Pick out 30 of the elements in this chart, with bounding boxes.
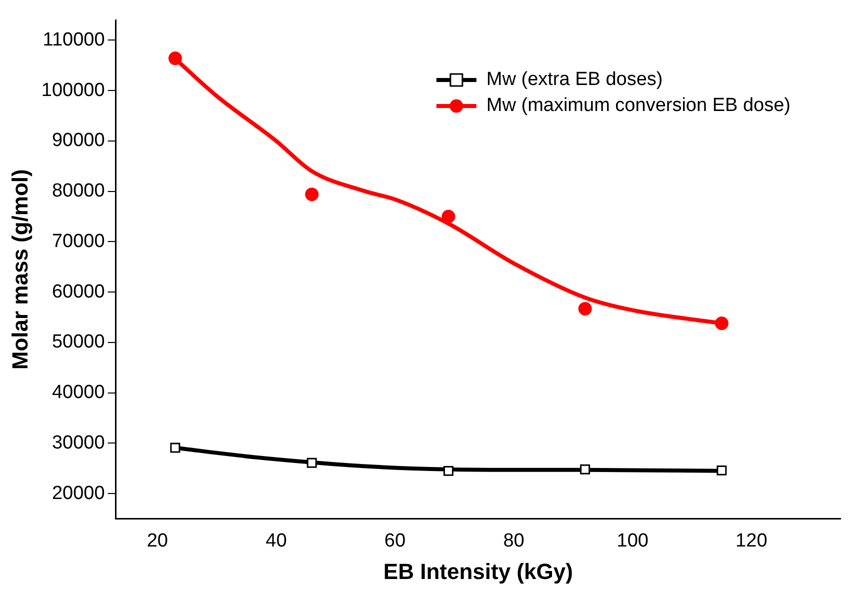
y-axis-title: Molar mass (g/mol): [7, 169, 32, 370]
point: [168, 52, 182, 66]
x-tick-label: 40: [266, 530, 287, 552]
x-tick-label: 20: [146, 530, 168, 552]
point: [714, 316, 728, 330]
x-tick-label: 120: [736, 530, 768, 552]
y-tick-label: 70000: [52, 230, 105, 252]
point: [580, 464, 590, 474]
point: [305, 188, 319, 202]
legend-label: Mw (extra EB doses): [486, 69, 663, 90]
y-tick-label: 40000: [52, 382, 105, 404]
point: [306, 458, 317, 468]
x-tick-label: 100: [616, 530, 648, 552]
point: [716, 465, 727, 476]
y-tick-label: 80000: [52, 180, 105, 202]
y-tick-label: 20000: [52, 482, 105, 504]
legend-label: Mw (maximum conversion EB dose): [486, 95, 791, 116]
y-tick-label: 60000: [52, 281, 105, 302]
x-tick-label: 80: [503, 530, 524, 552]
y-tick-label: 30000: [52, 432, 105, 454]
point: [170, 442, 180, 453]
y-tick-label: 50000: [52, 332, 105, 353]
y-tick-label: 90000: [52, 130, 105, 152]
x-axis-title: EB Intensity (kGy): [383, 558, 573, 584]
y-tick-label: 100000: [41, 80, 105, 101]
point: [578, 302, 592, 316]
y-tick-label: 110000: [42, 29, 105, 50]
point: [443, 466, 454, 476]
x-tick-label: 60: [384, 530, 406, 552]
point: [442, 210, 456, 224]
